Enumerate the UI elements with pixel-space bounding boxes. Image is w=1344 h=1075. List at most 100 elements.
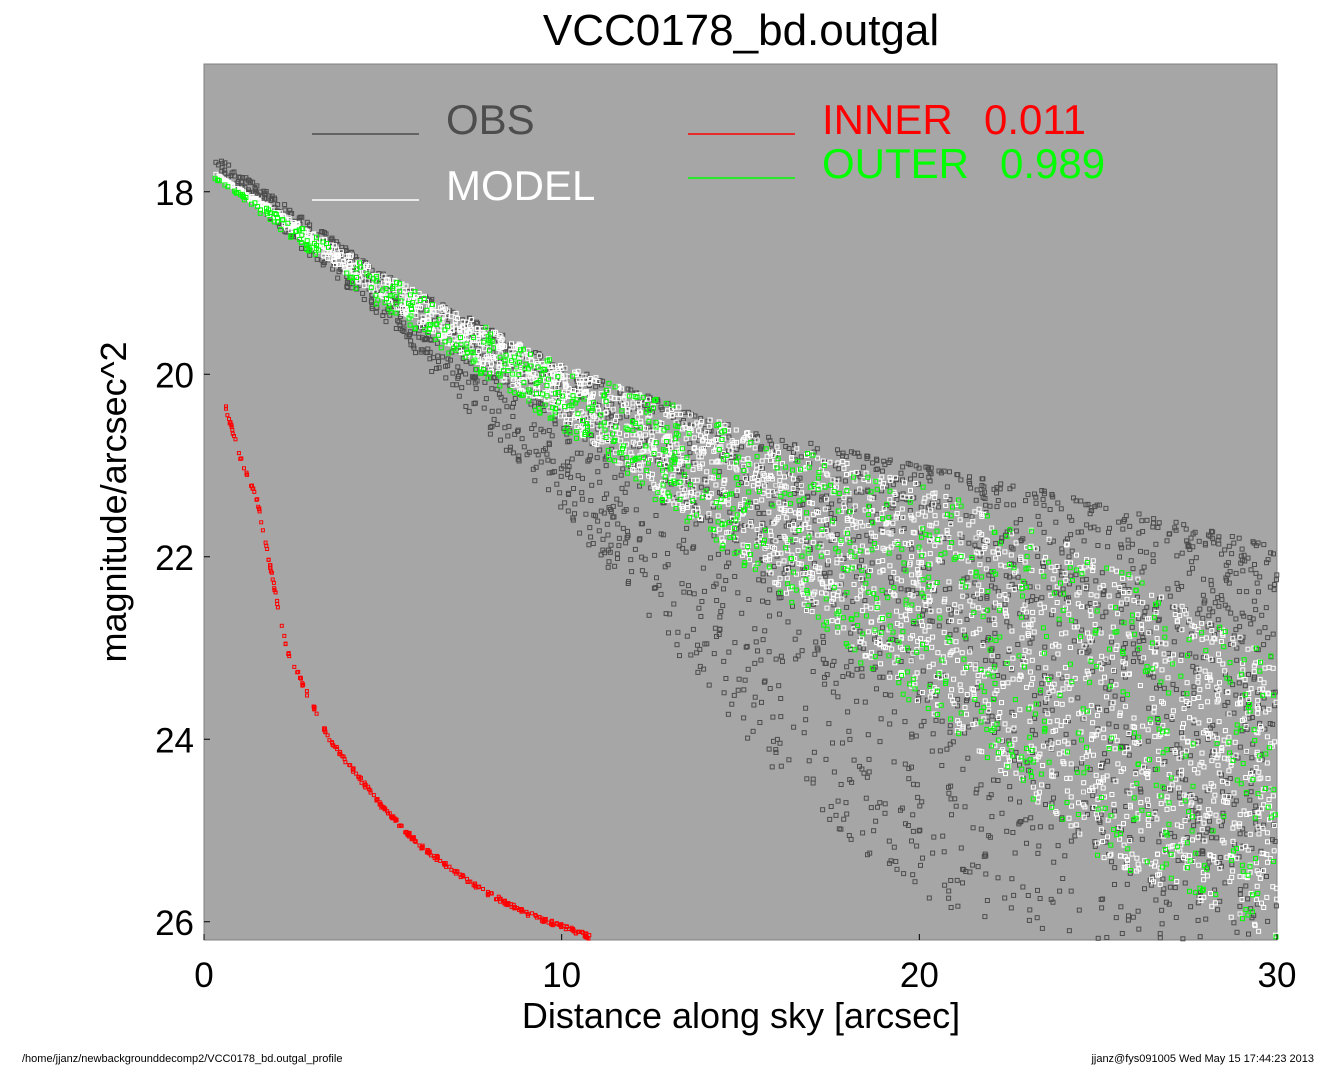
obs-point xyxy=(871,828,877,834)
obs-point xyxy=(679,581,685,587)
obs-point xyxy=(1008,905,1014,911)
obs-point xyxy=(810,776,816,782)
obs-point xyxy=(1145,738,1151,744)
obs-point xyxy=(994,485,1000,490)
obs-point xyxy=(779,437,785,443)
obs-point xyxy=(1183,777,1189,783)
obs-point xyxy=(1217,861,1223,866)
obs-point xyxy=(1262,726,1268,732)
obs-point xyxy=(968,485,974,491)
obs-point xyxy=(941,849,947,855)
obs-point xyxy=(1174,580,1180,586)
obs-point xyxy=(882,692,888,698)
obs-point xyxy=(565,472,571,477)
obs-point xyxy=(796,629,802,635)
obs-point xyxy=(1271,551,1276,557)
obs-point xyxy=(690,626,696,632)
obs-point xyxy=(791,449,796,455)
obs-point xyxy=(760,578,766,584)
obs-point xyxy=(1134,594,1140,600)
obs-point xyxy=(1209,528,1214,534)
obs-point xyxy=(688,652,694,658)
obs-point xyxy=(865,488,871,494)
obs-point xyxy=(947,729,953,735)
obs-point xyxy=(1039,681,1045,687)
obs-point xyxy=(1192,529,1198,535)
obs-point xyxy=(1073,572,1079,578)
obs-point xyxy=(1200,615,1206,621)
obs-point xyxy=(1155,618,1161,624)
obs-point xyxy=(995,498,1001,503)
obs-point xyxy=(456,393,462,399)
obs-point xyxy=(393,326,399,331)
obs-point xyxy=(609,446,615,452)
obs-point xyxy=(906,648,912,654)
obs-point xyxy=(487,431,493,437)
obs-point xyxy=(946,790,952,796)
obs-point xyxy=(1042,644,1048,650)
obs-point xyxy=(1127,870,1133,876)
obs-point xyxy=(847,497,853,503)
obs-point xyxy=(1095,527,1101,533)
obs-point xyxy=(1187,753,1193,759)
obs-point xyxy=(481,405,487,411)
obs-point xyxy=(898,586,904,592)
obs-point xyxy=(979,490,985,496)
obs-point xyxy=(750,728,756,734)
obs-point xyxy=(565,490,571,496)
obs-point xyxy=(1118,904,1124,910)
obs-point xyxy=(1059,675,1065,681)
obs-point xyxy=(1231,633,1237,639)
obs-point xyxy=(887,721,893,727)
obs-point xyxy=(1112,865,1118,871)
obs-point xyxy=(222,170,228,176)
obs-point xyxy=(692,503,698,509)
obs-point xyxy=(1103,505,1109,511)
obs-point xyxy=(1020,884,1026,890)
obs-point xyxy=(1090,793,1096,799)
obs-point xyxy=(1119,931,1125,936)
obs-point xyxy=(912,879,918,885)
obs-point xyxy=(1177,790,1182,796)
obs-point xyxy=(1179,730,1184,736)
obs-point xyxy=(565,508,571,514)
obs-point xyxy=(947,586,953,592)
obs-point xyxy=(571,486,576,491)
obs-point xyxy=(838,581,844,587)
obs-point xyxy=(408,338,414,344)
obs-point xyxy=(586,457,592,463)
obs-point xyxy=(1239,610,1245,616)
obs-point xyxy=(822,674,827,680)
obs-point xyxy=(1175,586,1181,592)
obs-point xyxy=(660,532,666,538)
obs-point xyxy=(721,658,727,664)
obs-point xyxy=(1035,513,1041,519)
obs-point xyxy=(681,589,687,595)
obs-point xyxy=(684,525,690,531)
obs-point xyxy=(913,463,919,469)
obs-point xyxy=(554,481,560,487)
obs-point xyxy=(1193,808,1199,814)
obs-point xyxy=(1237,887,1243,892)
obs-point xyxy=(886,838,892,844)
obs-point xyxy=(320,229,326,235)
obs-point xyxy=(577,530,583,536)
obs-point xyxy=(491,374,497,380)
obs-point xyxy=(953,803,959,809)
obs-point xyxy=(1074,766,1079,772)
obs-point xyxy=(1236,589,1242,594)
obs-point xyxy=(1219,551,1224,557)
obs-point xyxy=(699,599,705,604)
obs-point xyxy=(734,492,740,498)
obs-point xyxy=(1179,550,1185,556)
obs-point xyxy=(1063,731,1069,737)
obs-point xyxy=(955,696,961,702)
obs-point xyxy=(354,286,360,292)
obs-point xyxy=(746,597,752,602)
obs-point xyxy=(1023,498,1028,504)
obs-point xyxy=(1007,486,1013,492)
obs-point xyxy=(762,628,768,634)
obs-point xyxy=(1047,539,1053,545)
obs-point xyxy=(1210,609,1216,615)
